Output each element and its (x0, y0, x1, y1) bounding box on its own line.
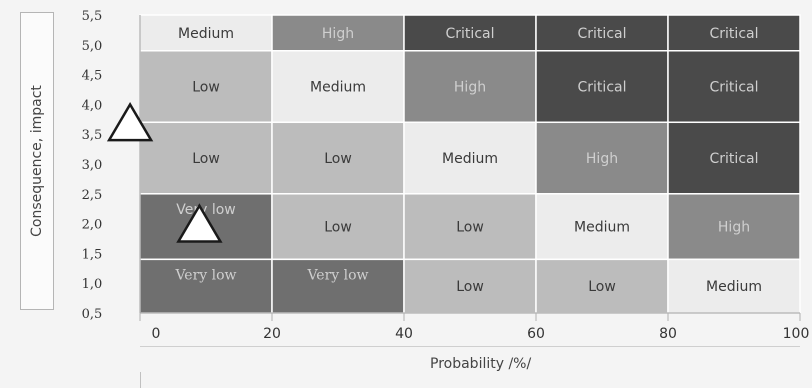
y-tick-label: 4,5 (82, 69, 103, 84)
risk-cell-label-r4-c2: Low (456, 279, 484, 295)
risk-cell-label-r0-c2: Critical (446, 26, 495, 42)
y-tick-label: 4,0 (82, 98, 103, 113)
risk-cell-r0-c0 (139, 14, 273, 52)
triangle-marker-2 (176, 203, 223, 243)
risk-cell-r1-c3 (535, 50, 669, 124)
y-tick-label: 1,0 (82, 277, 103, 292)
risk-cell-label-r3-c0: Very low (176, 202, 236, 218)
risk-cell-r3-c1 (271, 193, 405, 261)
y-axis-label-box: Consequence, impact (20, 12, 54, 310)
risk-cell-r3-c2 (403, 193, 537, 261)
risk-cell-label-r3-c3: Medium (574, 220, 630, 236)
y-tick-label: 5,5 (82, 9, 103, 24)
x-tick-label: 100 (783, 326, 810, 342)
x-tick-label: 80 (659, 326, 677, 342)
risk-cell-label-r3-c4: High (718, 220, 750, 236)
risk-cell-r1-c1 (271, 50, 405, 124)
risk-cell-label-r1-c1: Medium (310, 80, 366, 96)
risk-cell-label-r4-c0: Very low (174, 267, 236, 283)
x-tick-label: 20 (263, 326, 281, 342)
risk-cell-r2-c0 (139, 121, 273, 195)
x-tick-label: 60 (527, 326, 545, 342)
y-tick-label: 2,5 (82, 188, 103, 203)
x-tick-label: 0 (152, 326, 161, 342)
risk-cell-label-r2-c4: Critical (710, 151, 759, 167)
risk-cell-r0-c4 (667, 14, 801, 52)
risk-cell-label-r2-c2: Medium (442, 151, 498, 167)
risk-cell-r4-c3 (535, 258, 669, 314)
risk-cell-r4-c0 (139, 258, 273, 314)
risk-cell-label-r0-c0: Medium (178, 26, 234, 42)
risk-cell-label-r1-c4: Critical (710, 80, 759, 96)
risk-cell-label-r4-c1: Very low (306, 267, 368, 283)
risk-cell-r2-c2 (403, 121, 537, 195)
risk-cell-label-r2-c1: Low (324, 151, 352, 167)
y-tick-label: 1,5 (82, 247, 103, 262)
risk-cell-label-r4-c3: Low (588, 279, 616, 295)
risk-cell-r4-c4 (667, 258, 801, 314)
y-tick-label: 0,5 (82, 307, 103, 322)
risk-cell-r4-c2 (403, 258, 537, 314)
y-tick-label: 3,0 (82, 158, 103, 173)
risk-cell-label-r2-c3: High (586, 151, 618, 167)
x-tick-label: 40 (395, 326, 413, 342)
risk-cell-label-r1-c3: Critical (578, 80, 627, 96)
triangle-marker-1 (106, 101, 154, 142)
risk-cell-label-r0-c3: Critical (578, 26, 627, 42)
x-axis-label-tick (140, 372, 141, 388)
risk-cell-label-r0-c4: Critical (710, 26, 759, 42)
risk-cell-r1-c4 (667, 50, 801, 124)
risk-cell-r2-c4 (667, 121, 801, 195)
risk-cell-label-r4-c4: Medium (706, 279, 762, 295)
y-tick-label: 5,0 (82, 39, 103, 54)
risk-cell-label-r2-c0: Low (192, 151, 220, 167)
risk-cell-label-r1-c0: Low (192, 80, 220, 96)
risk-cell-label-r3-c1: Low (324, 220, 352, 236)
risk-cell-label-r3-c2: Low (456, 220, 484, 236)
risk-cell-label-r0-c1: High (322, 26, 354, 42)
y-tick-label: 2,0 (82, 218, 103, 233)
risk-cell-label-r1-c2: High (454, 80, 486, 96)
x-axis-divider (140, 346, 800, 347)
x-axis-label: Probability /%/ (430, 356, 532, 372)
y-tick-label: 3,5 (82, 128, 103, 143)
risk-cell-r3-c4 (667, 193, 801, 261)
